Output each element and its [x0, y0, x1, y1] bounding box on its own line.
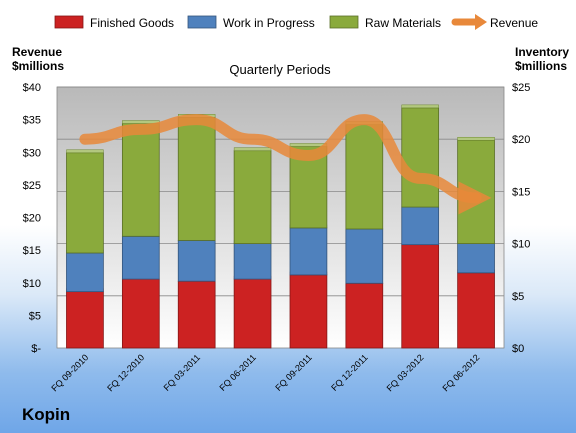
bar-finished-goods	[66, 291, 104, 349]
right-tick-label: $10	[512, 239, 530, 251]
legend-swatch-finished-goods	[54, 15, 84, 29]
legend-label-revenue: Revenue	[490, 16, 538, 30]
bar-work-in-progress	[457, 243, 495, 274]
category-label: FQ 03-2011	[162, 352, 203, 393]
bar-finished-goods	[289, 274, 328, 349]
left-axis-label-line1: Revenue	[12, 45, 62, 59]
chart-title: Quarterly Periods	[229, 62, 331, 77]
left-tick-label: $15	[23, 245, 41, 257]
right-tick-label: $5	[512, 291, 524, 303]
bar-work-in-progress	[233, 243, 272, 280]
category-label: FQ 12-2010	[105, 352, 146, 393]
right-axis-label-line1: Inventory	[515, 45, 569, 59]
legend-label-work-in-progress: Work in Progress	[223, 16, 315, 30]
bar-finished-goods	[177, 280, 216, 349]
left-tick-label: $5	[29, 310, 41, 322]
legend-swatch-work-in-progress	[187, 15, 217, 29]
category-label: FQ 06-2012	[440, 352, 481, 393]
bar-raw-materials	[233, 150, 272, 245]
left-tick-label: $10	[23, 278, 41, 290]
legend-label-raw-materials: Raw Materials	[365, 16, 441, 30]
bar-top-raw-materials	[233, 147, 272, 151]
right-axis-label-line2: $millions	[515, 59, 567, 73]
revenue-line	[79, 114, 492, 215]
right-tick-label: $25	[512, 82, 530, 94]
company-name: Kopin	[22, 405, 70, 424]
bar-finished-goods	[457, 272, 495, 349]
bar-top-raw-materials	[457, 136, 495, 141]
bar-finished-goods	[401, 244, 440, 349]
right-tick-label: $0	[512, 343, 524, 355]
legend-swatch-raw-materials	[329, 15, 359, 29]
bar-raw-materials	[177, 116, 216, 241]
category-label: FQ 12-2011	[329, 352, 370, 393]
left-tick-label: $-	[31, 343, 41, 355]
category-label: FQ 09-2010	[49, 352, 90, 393]
category-label: FQ 03-2012	[385, 352, 426, 393]
left-tick-label: $40	[23, 82, 41, 94]
category-label: FQ 06-2011	[217, 352, 258, 393]
category-label: FQ 09-2011	[273, 352, 314, 393]
bar-top-raw-materials	[401, 104, 439, 109]
bar-raw-materials	[66, 152, 104, 254]
bar-work-in-progress	[401, 206, 440, 246]
bar-work-in-progress	[121, 235, 160, 280]
bar-raw-materials	[121, 123, 160, 237]
bar-finished-goods	[233, 278, 272, 349]
right-tick-label: $15	[512, 186, 530, 198]
bar-top-raw-materials	[66, 149, 104, 154]
bar-finished-goods	[121, 278, 160, 349]
left-tick-label: $25	[23, 180, 41, 192]
bar-finished-goods	[345, 282, 384, 349]
right-tick-label: $20	[512, 134, 530, 146]
legend-label-finished-goods: Finished Goods	[90, 16, 174, 30]
bar-raw-materials	[345, 124, 384, 230]
bar-work-in-progress	[66, 252, 104, 293]
bar-work-in-progress	[345, 228, 384, 284]
bar-raw-materials	[401, 107, 440, 208]
left-axis-label-line2: $millions	[12, 59, 64, 73]
bar-work-in-progress	[289, 227, 328, 276]
legend-arrow-revenue	[475, 14, 487, 30]
bar-work-in-progress	[177, 240, 216, 282]
left-tick-label: $30	[23, 147, 41, 159]
left-tick-label: $20	[23, 213, 41, 225]
left-tick-label: $35	[23, 115, 41, 127]
